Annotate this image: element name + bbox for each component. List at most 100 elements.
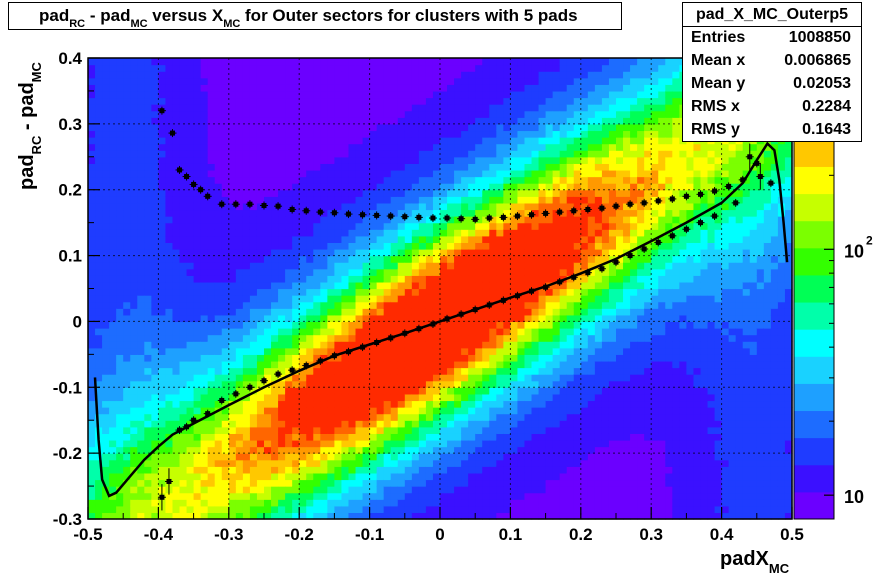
heatmap-cell xyxy=(242,334,251,342)
heatmap-cell xyxy=(158,341,167,349)
heatmap-cell xyxy=(123,407,131,415)
heatmap-cell xyxy=(517,512,526,520)
heatmap-cell xyxy=(235,393,244,402)
heatmap-cell xyxy=(355,143,364,151)
heatmap-cell xyxy=(102,314,110,323)
heatmap-cell xyxy=(482,196,490,204)
heatmap-cell xyxy=(200,209,209,217)
heatmap-cell xyxy=(348,242,357,250)
heatmap-cell xyxy=(383,295,392,303)
heatmap-cell xyxy=(137,374,145,382)
heatmap-cell xyxy=(214,255,223,263)
heatmap-cell xyxy=(531,255,540,263)
heatmap-cell xyxy=(461,512,469,520)
heatmap-cell xyxy=(587,446,596,454)
heatmap-cell xyxy=(376,137,385,145)
heatmap-cell xyxy=(552,235,561,243)
heatmap-cell xyxy=(200,104,209,112)
heatmap-cell xyxy=(137,117,145,125)
heatmap-cell xyxy=(271,169,279,178)
heatmap-cell xyxy=(207,281,216,290)
heatmap-cell xyxy=(580,235,589,243)
heatmap-cell xyxy=(249,439,258,448)
heatmap-cell xyxy=(489,77,497,85)
heatmap-cell xyxy=(102,433,110,441)
heatmap-cell xyxy=(313,420,321,428)
heatmap-cell xyxy=(242,472,251,481)
heatmap-cell xyxy=(559,262,568,270)
heatmap-cell xyxy=(362,202,371,211)
heatmap-cell xyxy=(559,308,568,316)
heatmap-cell xyxy=(109,77,117,85)
heatmap-cell xyxy=(489,288,497,296)
heatmap-cell xyxy=(538,71,547,79)
heatmap-cell xyxy=(327,492,335,500)
heatmap-cell xyxy=(123,209,131,217)
heatmap-cell xyxy=(482,229,490,237)
heatmap-cell xyxy=(503,84,511,92)
heatmap-cell xyxy=(432,123,441,132)
heatmap-cell xyxy=(235,426,244,434)
heatmap-cell xyxy=(587,347,596,355)
heatmap-cell xyxy=(278,71,286,79)
heatmap-cell xyxy=(165,505,174,514)
heatmap-cell xyxy=(186,216,195,224)
heatmap-cell xyxy=(313,308,321,316)
heatmap-cell xyxy=(151,439,159,448)
heatmap-cell xyxy=(355,328,364,336)
heatmap-cell xyxy=(193,360,202,369)
heatmap-cell xyxy=(341,255,350,263)
heatmap-cell xyxy=(242,90,251,99)
heatmap-cell xyxy=(390,407,399,415)
heatmap-cell xyxy=(447,275,455,283)
heatmap-cell xyxy=(207,183,216,191)
heatmap-cell xyxy=(313,407,321,415)
heatmap-cell xyxy=(334,58,343,66)
heatmap-cell xyxy=(559,58,568,66)
heatmap-cell xyxy=(130,150,138,158)
heatmap-cell xyxy=(88,275,96,283)
heatmap-cell xyxy=(418,242,427,250)
heatmap-cell xyxy=(151,176,159,184)
heatmap-cell xyxy=(299,354,307,362)
heatmap-cell xyxy=(249,387,258,395)
heatmap-cell xyxy=(341,295,350,303)
heatmap-cell xyxy=(566,110,575,118)
heatmap-cell xyxy=(545,367,554,375)
heatmap-cell xyxy=(172,235,181,243)
heatmap-cell xyxy=(496,176,504,184)
heatmap-cell xyxy=(580,328,589,336)
heatmap-cell xyxy=(264,426,272,434)
heatmap-cell xyxy=(102,209,110,217)
heatmap-cell xyxy=(447,77,455,85)
heatmap-cell xyxy=(404,288,413,296)
heatmap-cell xyxy=(200,301,209,309)
heatmap-cell xyxy=(545,472,554,481)
heatmap-cell xyxy=(573,393,582,402)
heatmap-cell xyxy=(95,229,103,237)
heatmap-cell xyxy=(172,156,181,164)
heatmap-cell xyxy=(172,334,181,342)
heatmap-cell xyxy=(256,84,265,92)
heatmap-cell xyxy=(475,466,483,474)
heatmap-cell xyxy=(545,354,554,362)
heatmap-cell xyxy=(285,387,293,395)
heatmap-cell xyxy=(552,374,561,382)
heatmap-cell xyxy=(186,150,195,158)
heatmap-cell xyxy=(165,169,174,178)
heatmap-cell xyxy=(95,288,103,296)
heatmap-cell xyxy=(207,156,216,164)
heatmap-cell xyxy=(390,459,399,467)
heatmap-cell xyxy=(172,71,181,79)
heatmap-cell xyxy=(320,459,328,467)
heatmap-cell xyxy=(313,466,321,474)
heatmap-cell xyxy=(482,64,490,72)
heatmap-cell xyxy=(179,176,188,184)
heatmap-cell xyxy=(102,420,110,428)
heatmap-cell xyxy=(320,433,328,441)
heatmap-cell xyxy=(355,84,364,92)
heatmap-cell xyxy=(278,334,286,342)
heatmap-cell xyxy=(510,156,519,164)
heatmap-cell xyxy=(102,77,110,85)
heatmap-cell xyxy=(355,268,364,276)
